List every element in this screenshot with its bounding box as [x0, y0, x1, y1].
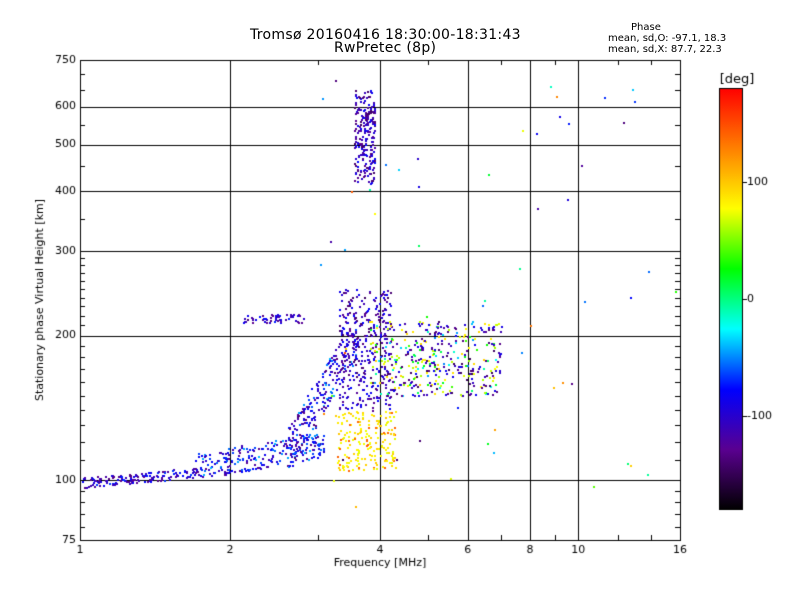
chart-title: Tromsø 20160416 18:30:00-18:31:43	[250, 27, 521, 43]
phase-x-stats: mean, sd,X: 87.7, 22.3	[608, 44, 722, 55]
chart-subtitle: RwPretec (8p)	[334, 40, 437, 56]
phase-heading: Phase	[631, 22, 661, 33]
phase-o-stats: mean, sd,O: -97.1, 18.3	[608, 33, 727, 44]
